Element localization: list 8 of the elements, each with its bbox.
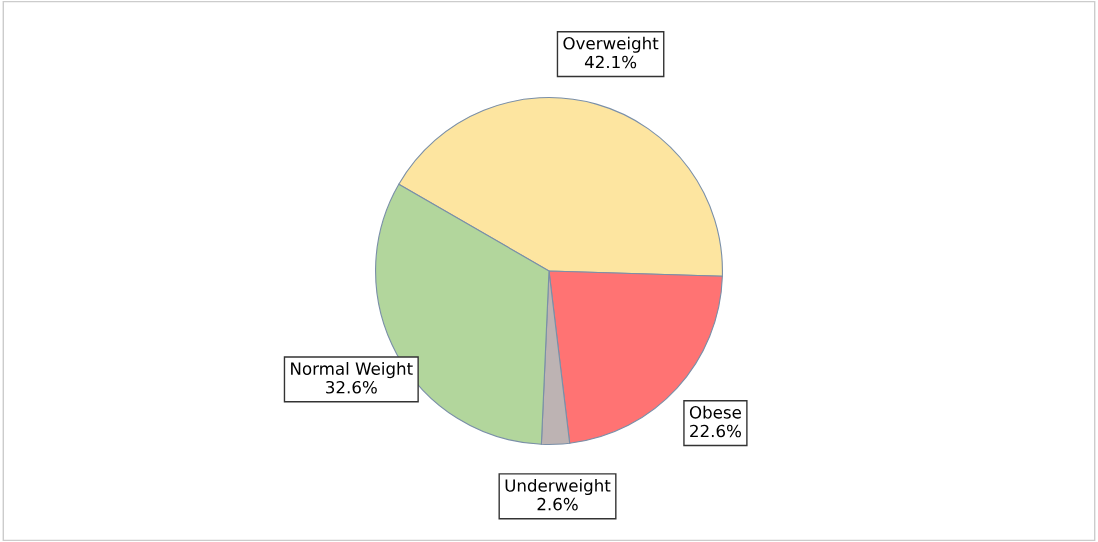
slice-label: Obese bbox=[689, 405, 741, 419]
data-label: 42.1% bbox=[584, 55, 637, 69]
data-label: 22.6% bbox=[690, 424, 741, 438]
slice-label: Normal Weight bbox=[291, 362, 413, 379]
data-label: 2.6% bbox=[537, 497, 578, 511]
slice-label: Overweight bbox=[563, 36, 659, 53]
slice-label: Underweight bbox=[505, 478, 611, 496]
data-label: 32.6% bbox=[326, 380, 377, 394]
